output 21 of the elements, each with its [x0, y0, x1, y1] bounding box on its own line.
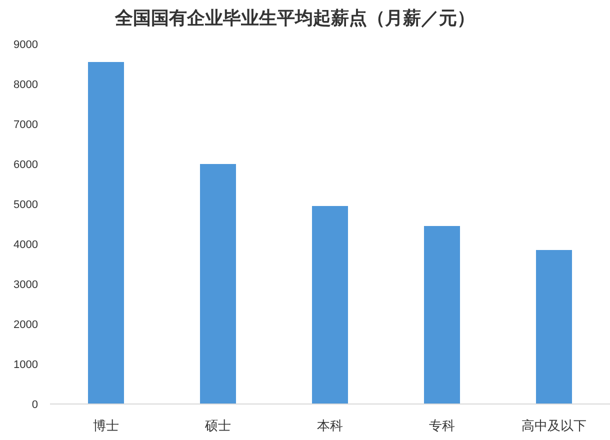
x-tick-label: 高中及以下 — [522, 418, 586, 433]
bar — [200, 164, 236, 404]
bar — [536, 250, 572, 404]
y-tick-label: 3000 — [14, 279, 38, 291]
x-tick-label: 本科 — [317, 418, 343, 433]
y-tick-label: 1000 — [14, 359, 38, 371]
bar — [88, 62, 124, 404]
y-tick-label: 6000 — [14, 159, 38, 171]
x-tick-label: 硕士 — [204, 418, 231, 433]
y-tick-label: 8000 — [14, 79, 38, 91]
y-tick-label: 2000 — [14, 319, 38, 331]
x-tick-label: 专科 — [429, 418, 455, 433]
y-tick-label: 0 — [32, 399, 38, 411]
bar — [424, 226, 460, 404]
x-tick-label: 博士 — [93, 418, 119, 433]
bar — [312, 206, 348, 404]
y-tick-label: 9000 — [14, 39, 38, 51]
y-tick-label: 5000 — [14, 199, 38, 211]
y-tick-label: 4000 — [14, 239, 38, 251]
y-tick-label: 7000 — [14, 119, 38, 131]
chart-title: 全国国有企业毕业生平均起薪点（月薪／元） — [114, 8, 475, 28]
